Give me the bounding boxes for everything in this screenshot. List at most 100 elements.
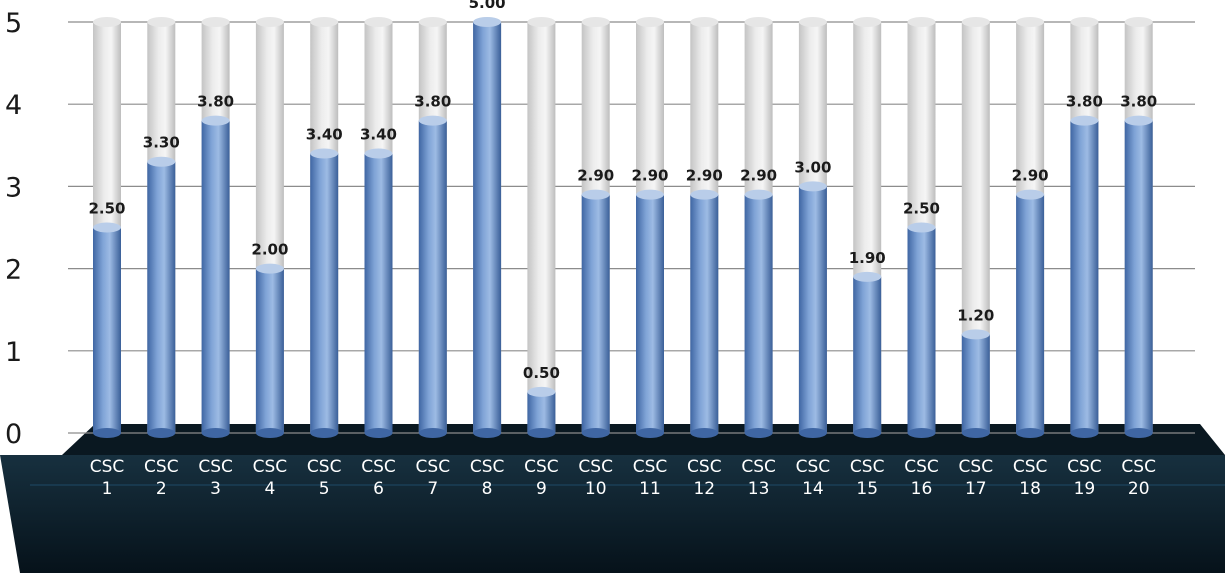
bar	[147, 161, 176, 434]
y-tick-label: 2	[5, 255, 22, 286]
bar-base	[636, 428, 664, 438]
bar-base	[798, 428, 827, 438]
bar-cap	[93, 222, 121, 233]
data-label: 1.90	[849, 249, 886, 267]
bar-track-cap	[93, 17, 121, 27]
bar	[581, 194, 610, 433]
data-label: 0.50	[523, 364, 560, 382]
bar-cap	[364, 148, 393, 159]
bar-base	[581, 428, 610, 438]
x-tick-label: CSC 9	[524, 457, 559, 499]
x-axis: CSC 1 CSC 2 CSC 3 CSC 4 CSC 5 CSC 6 CSC 7 CSC 8 CSC 9 CSC 1…	[90, 457, 1156, 499]
data-label: 2.90	[577, 167, 614, 185]
data-label: 3.30	[143, 134, 180, 152]
bar	[853, 276, 882, 433]
x-tick-label: CSC 16	[904, 457, 939, 499]
bar-base	[1124, 428, 1153, 438]
x-tick-label: CSC 2	[144, 457, 179, 499]
bar-track-cap	[1070, 17, 1099, 27]
bar-track-cap	[418, 17, 447, 27]
bar	[364, 153, 393, 433]
bar-base	[364, 428, 393, 438]
x-tick-label: CSC 11	[633, 457, 668, 499]
bar-track-cap	[201, 17, 230, 27]
y-tick-label: 5	[5, 8, 22, 39]
bar-track-cap	[147, 17, 176, 27]
bar-cap	[147, 156, 176, 167]
bar-base	[527, 428, 556, 438]
bar	[636, 194, 664, 433]
bar	[1016, 194, 1045, 433]
bar-base	[201, 428, 230, 438]
bar-cap	[744, 189, 773, 200]
x-tick-label: CSC 14	[796, 457, 831, 499]
x-tick-label: CSC 18	[1013, 457, 1048, 499]
bar-base	[690, 428, 719, 438]
data-label: 2.50	[903, 200, 940, 218]
data-label: 2.90	[631, 167, 668, 185]
bar-base	[310, 428, 339, 438]
data-labels: 2.50 3.30 3.80 2.00 3.40 3.40 3.80 5.00 0.50 2.90…	[88, 0, 1157, 382]
bar-track-cap	[636, 17, 664, 27]
bar-track-cap	[364, 17, 393, 27]
bars	[93, 17, 1153, 438]
bar	[255, 268, 284, 433]
bar-cap	[853, 271, 882, 282]
bar-track-cap	[907, 17, 936, 27]
x-tick-label: CSC 4	[253, 457, 288, 499]
data-label: 2.90	[686, 167, 723, 185]
bar-track-cap	[310, 17, 339, 27]
bar-track-cap	[690, 17, 719, 27]
bar-cap	[907, 222, 936, 233]
bar-cap	[418, 115, 447, 126]
x-tick-label: CSC 17	[959, 457, 994, 499]
bar	[418, 120, 447, 433]
bar-track-cap	[255, 17, 284, 27]
bar-track-cap	[581, 17, 610, 27]
data-label: 2.90	[740, 167, 777, 185]
x-tick-label: CSC 15	[850, 457, 885, 499]
x-tick-label: CSC 6	[361, 457, 396, 499]
bar	[473, 22, 502, 433]
bar-base	[418, 428, 447, 438]
bar	[201, 120, 230, 433]
y-tick-label: 1	[5, 337, 22, 368]
data-label: 1.20	[957, 306, 994, 324]
bar-track-cap	[527, 17, 556, 27]
data-label: 3.80	[414, 93, 451, 111]
bar-cap	[798, 181, 827, 192]
y-tick-label: 0	[5, 419, 22, 450]
bar-cap	[961, 329, 990, 340]
y-tick-label: 4	[5, 90, 22, 121]
data-label: 3.80	[1066, 93, 1103, 111]
bar-cap	[527, 386, 556, 397]
data-label: 3.40	[306, 126, 343, 144]
data-label: 3.40	[360, 126, 397, 144]
bar	[961, 334, 990, 433]
bar-base	[1016, 428, 1045, 438]
bar	[1124, 120, 1153, 433]
bar	[1070, 120, 1099, 433]
x-tick-label: CSC 5	[307, 457, 342, 499]
bar-cap	[1124, 115, 1153, 126]
bar-base	[907, 428, 936, 438]
bar	[527, 391, 556, 433]
data-label: 3.00	[794, 158, 831, 176]
bar-base	[93, 428, 121, 438]
bar-track	[527, 22, 556, 433]
x-tick-label: CSC 19	[1067, 457, 1102, 499]
bar	[907, 227, 936, 433]
bar-track-cap	[1124, 17, 1153, 27]
bar-cap	[1016, 189, 1045, 200]
bar-base	[473, 428, 502, 438]
data-label: 3.80	[197, 93, 234, 111]
bar-track-cap	[853, 17, 882, 27]
bar-track-cap	[798, 17, 827, 27]
bar-base	[255, 428, 284, 438]
bar-base	[744, 428, 773, 438]
x-tick-label: CSC 13	[741, 457, 776, 499]
bar-cap	[255, 263, 284, 274]
bar-cap	[310, 148, 339, 159]
bar-base	[1070, 428, 1099, 438]
